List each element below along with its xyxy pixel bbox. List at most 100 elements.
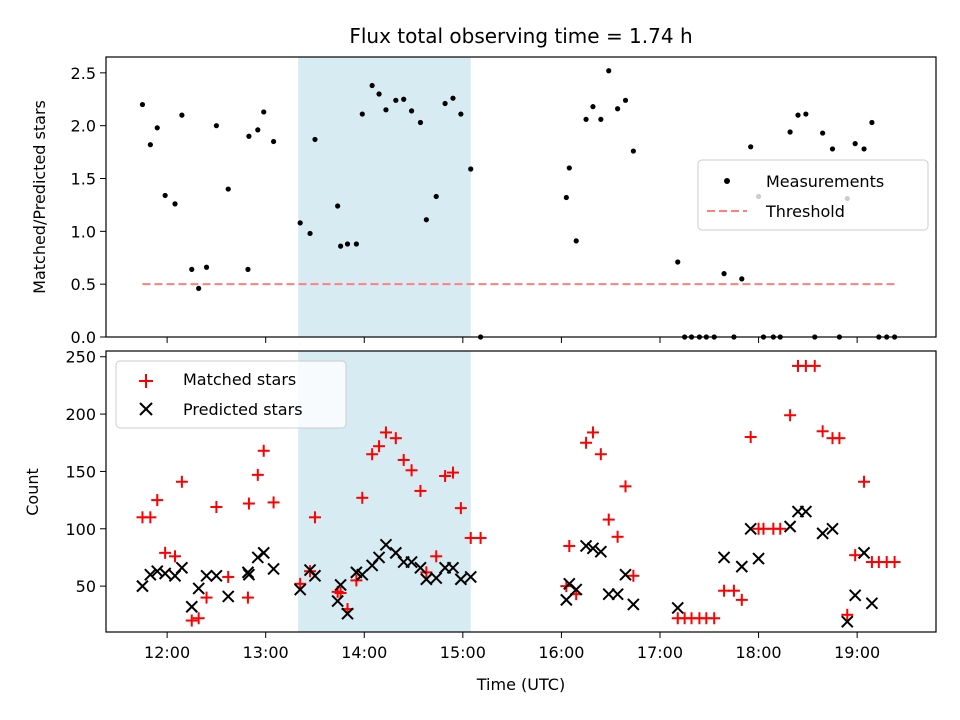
count-ticks: 50 100 150 200 250 — [65, 348, 858, 638]
predicted-star-point — [586, 542, 600, 555]
predicted-star-point — [611, 587, 624, 601]
legend-predicted-marker — [139, 402, 153, 416]
measurement-point — [383, 107, 389, 113]
legend-matched-label: Matched stars — [183, 370, 296, 389]
measurement-point — [566, 165, 572, 171]
count-y-axis-label: Count — [23, 468, 42, 516]
measurement-point — [583, 116, 589, 122]
count-plot-frame — [105, 350, 937, 633]
measurement-point — [353, 241, 359, 247]
x-tick-label: 13:00 — [243, 643, 289, 662]
measurement-point — [433, 193, 439, 200]
chart-title: Flux total observing time = 1.74 h — [349, 24, 692, 48]
measurement-point — [748, 144, 754, 150]
ratio-plot-frame — [105, 56, 937, 338]
matched-star-point — [267, 496, 280, 509]
measurement-point — [408, 108, 415, 114]
measurement-point — [675, 259, 681, 265]
measurement-point — [338, 243, 344, 249]
measurement-point — [417, 119, 424, 126]
matched-star-point — [373, 440, 386, 453]
legend-measurements-label: Measurements — [766, 172, 884, 191]
matched-star-point — [151, 494, 164, 507]
measurement-point — [630, 148, 636, 154]
predicted-star-point — [334, 578, 347, 592]
x-tick-label: 16:00 — [538, 643, 584, 662]
predicted-star-point — [569, 583, 583, 596]
predicted-star-point — [865, 597, 879, 610]
predicted-star-point — [735, 560, 749, 573]
predicted-star-point — [857, 546, 871, 560]
x-tick-label: 18:00 — [736, 643, 782, 662]
predicted-star-point — [192, 582, 205, 595]
measurement-point — [615, 106, 621, 112]
ratio-legend-box — [697, 159, 929, 231]
matched-star-point — [379, 426, 392, 439]
predicted-star-point — [331, 594, 344, 608]
measurement-point — [606, 68, 612, 74]
predicted-star-point — [602, 587, 615, 601]
matched-star-point — [586, 426, 599, 439]
measurement-point — [225, 186, 231, 192]
y-tick-label: 0.5 — [71, 275, 96, 294]
x-axis-label: Time (UTC) — [476, 675, 565, 694]
predicted-star-point — [464, 570, 477, 584]
count-panel: 50 100 150 200 250 Count Matched stars Predi… — [23, 348, 937, 638]
matched-star-point — [242, 497, 255, 510]
matched-star-point — [241, 591, 254, 604]
matched-star-point — [366, 448, 379, 461]
measurement-point — [458, 111, 464, 117]
matched-star-point — [144, 511, 157, 524]
measurement-point — [147, 142, 153, 148]
predicted-star-point — [210, 569, 223, 583]
matched-star-point — [727, 584, 740, 597]
predicted-star-point — [799, 505, 813, 518]
predicted-star-point — [372, 551, 386, 564]
matched-star-point — [185, 614, 198, 627]
matched-star-point — [356, 491, 369, 504]
predicted-star-point — [848, 589, 862, 602]
ratio-y-axis-label: Matched/Predicted stars — [30, 100, 49, 294]
predicted-star-point — [257, 546, 270, 560]
measurement-point — [721, 271, 727, 277]
predicted-star-point — [841, 615, 854, 628]
shaded-interval-top — [298, 57, 471, 337]
measurement-point — [359, 111, 365, 117]
measurement-point — [598, 116, 604, 122]
predicted-star-point — [144, 568, 157, 581]
y-tick-label: 250 — [65, 348, 96, 367]
predicted-star-point — [816, 527, 829, 540]
matched-star-point — [849, 549, 862, 562]
measurement-point — [423, 217, 429, 223]
matched-star-point — [430, 550, 443, 563]
predicted-star-point — [222, 590, 235, 603]
predicted-star-point — [619, 568, 632, 581]
y-tick-label: 100 — [65, 520, 96, 539]
predicted-star-point — [341, 607, 354, 620]
matched-star-point — [439, 470, 452, 483]
measurement-point — [795, 112, 801, 118]
matched-star-point — [744, 431, 757, 444]
matched-star-point — [563, 539, 576, 552]
measurement-point — [307, 230, 313, 237]
measurement-point — [803, 111, 809, 117]
predicted-star-point — [671, 601, 684, 615]
measurement-point — [172, 201, 178, 207]
matched-star-point — [580, 436, 593, 449]
measurement-point — [563, 194, 569, 201]
measurement-point — [213, 123, 220, 129]
predicted-star-point — [136, 579, 149, 593]
measurement-point — [739, 276, 745, 282]
measurement-point — [203, 264, 210, 270]
measurement-point — [189, 266, 195, 272]
predicted-star-point — [158, 567, 172, 580]
matched-star-point — [808, 359, 821, 372]
measurement-point — [450, 95, 456, 101]
measurement-point — [312, 136, 318, 143]
predicted-star-point — [420, 573, 433, 586]
predicted-star-point — [560, 593, 573, 607]
predicted-star-point — [430, 571, 443, 585]
matched-star-point — [389, 432, 402, 445]
matched-star-point — [611, 530, 624, 543]
measurement-point — [376, 91, 382, 97]
